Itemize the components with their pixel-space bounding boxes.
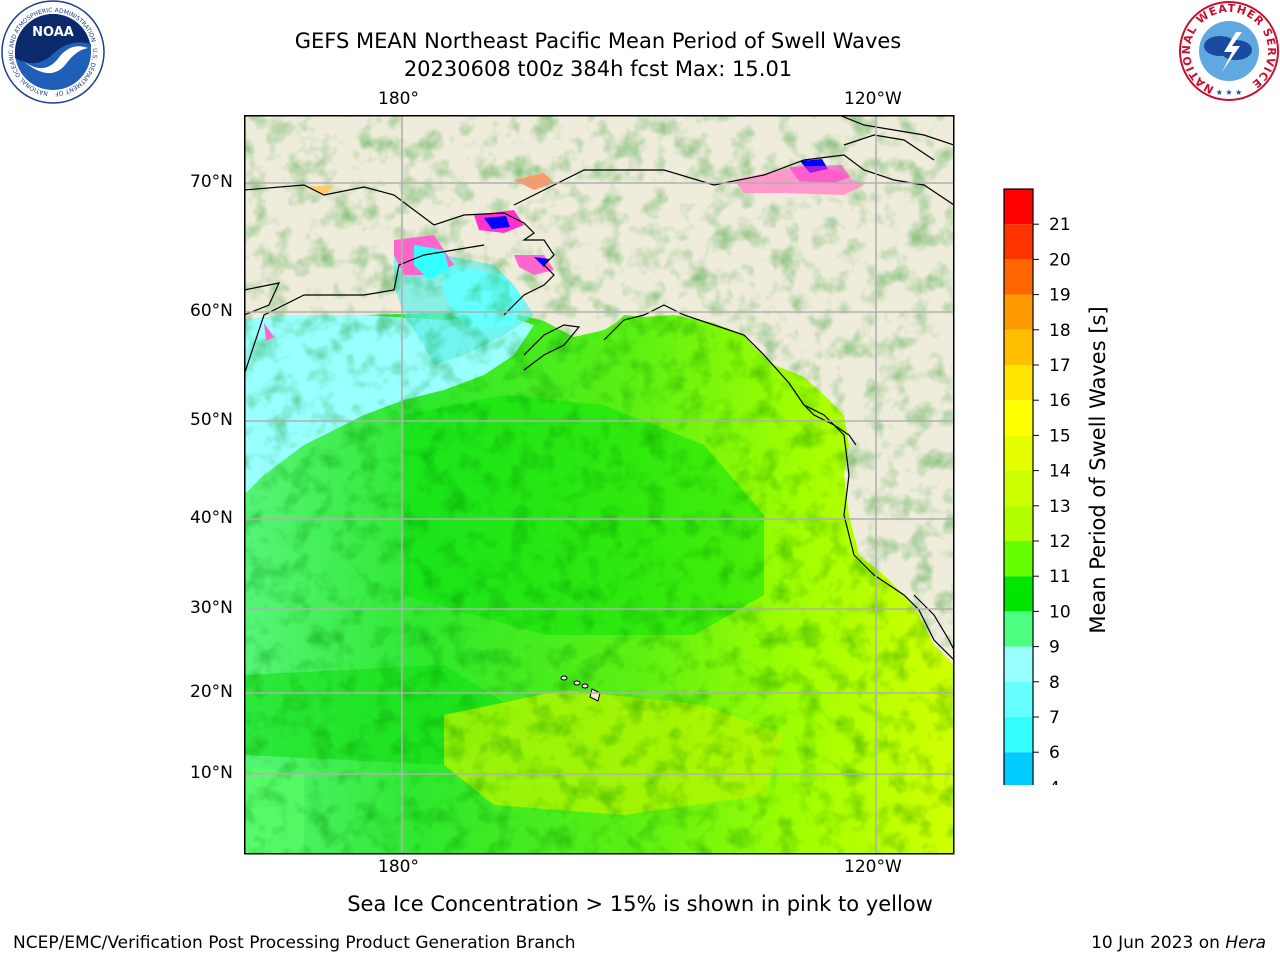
colorbar-segment xyxy=(1004,435,1033,471)
colorbar-tick-label: 4 xyxy=(1049,778,1060,785)
colorbar: 246789101112131415161718192021 xyxy=(1003,188,1071,785)
colorbar-tick-label: 13 xyxy=(1049,497,1071,517)
footer-date: 10 Jun 2023 on Hera xyxy=(1091,933,1266,953)
colorbar-segment xyxy=(1004,365,1033,401)
noaa-logo: NATIONAL OCEANIC AND ATMOSPHERIC ADMINIS… xyxy=(0,0,105,104)
lat-label-60n: 60°N xyxy=(190,301,233,321)
colorbar-segment xyxy=(1004,717,1033,753)
colorbar-segment xyxy=(1004,224,1033,260)
colorbar-segment xyxy=(1004,681,1033,717)
colorbar-tick-label: 21 xyxy=(1049,215,1071,235)
svg-text:★ ★ ★: ★ ★ ★ xyxy=(1216,88,1243,97)
sea-ice-note: Sea Ice Concentration > 15% is shown in … xyxy=(347,892,933,916)
colorbar-segment xyxy=(1004,294,1033,330)
colorbar-tick-label: 14 xyxy=(1049,462,1071,482)
colorbar-segment xyxy=(1004,400,1033,436)
colorbar-tick-label: 16 xyxy=(1049,391,1071,411)
lat-label-70n: 70°N xyxy=(190,172,233,192)
lat-label-50n: 50°N xyxy=(190,410,233,430)
colorbar-tick-label: 17 xyxy=(1049,356,1071,376)
colorbar-tick-label: 18 xyxy=(1049,321,1071,341)
colorbar-segment xyxy=(1004,505,1033,541)
lon-label-bottom-120w: 120°W xyxy=(844,857,902,877)
lon-label-bottom-180: 180° xyxy=(378,857,419,877)
colorbar-segment xyxy=(1004,189,1033,225)
colorbar-tick-label: 7 xyxy=(1049,708,1060,728)
lat-label-10n: 10°N xyxy=(190,763,233,783)
colorbar-segment xyxy=(1004,752,1033,785)
lat-label-20n: 20°N xyxy=(190,682,233,702)
nws-logo: NATIONAL WEATHER SERVICE ★ ★ ★ xyxy=(1179,1,1279,101)
colorbar-tick-label: 9 xyxy=(1049,638,1060,658)
map-frame xyxy=(244,115,955,855)
colorbar-segment xyxy=(1004,576,1033,612)
hawaii-islands xyxy=(560,675,601,702)
lat-label-30n: 30°N xyxy=(190,598,233,618)
colorbar-tick-label: 15 xyxy=(1049,426,1071,446)
colorbar-segment xyxy=(1004,611,1033,647)
colorbar-segment xyxy=(1004,329,1033,365)
colorbar-segment xyxy=(1004,646,1033,682)
lon-label-top-180: 180° xyxy=(378,89,419,109)
colorbar-tick-label: 12 xyxy=(1049,532,1071,552)
colorbar-segment xyxy=(1004,259,1033,295)
colorbar-label: Mean Period of Swell Waves [s] xyxy=(1086,306,1110,634)
colorbar-tick-label: 6 xyxy=(1049,743,1060,763)
noaa-wordmark: NOAA xyxy=(32,25,74,40)
colorbar-tick-label: 11 xyxy=(1049,567,1071,587)
title-line-1: GEFS MEAN Northeast Pacific Mean Period … xyxy=(294,29,902,53)
colorbar-tick-label: 10 xyxy=(1049,602,1071,622)
colorbar-segment xyxy=(1004,541,1033,577)
colorbar-tick-label: 20 xyxy=(1049,250,1071,270)
swell-period-map xyxy=(244,115,955,855)
colorbar-segment xyxy=(1004,470,1033,506)
footer-date-text: 10 Jun 2023 on xyxy=(1091,933,1226,953)
title-line-2: 20230608 t00z 384h fcst Max: 15.01 xyxy=(403,57,793,81)
colorbar-tick-label: 8 xyxy=(1049,673,1060,693)
lat-label-40n: 40°N xyxy=(190,508,233,528)
lon-label-top-120w: 120°W xyxy=(844,89,902,109)
footer-machine: Hera xyxy=(1225,933,1266,953)
coastlines xyxy=(244,115,954,661)
footer-credit: NCEP/EMC/Verification Post Processing Pr… xyxy=(13,933,576,953)
colorbar-tick-label: 19 xyxy=(1049,286,1071,306)
map-grid xyxy=(244,115,954,854)
